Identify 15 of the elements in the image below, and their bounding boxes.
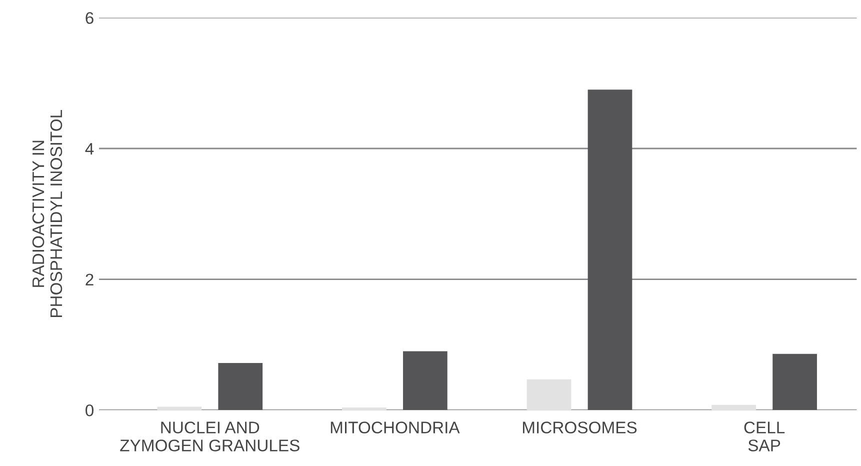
x-tick-label: MITOCHONDRIA [330,422,460,434]
y-tick-label: 4 [85,143,94,155]
x-tick-label: NUCLEI AND ZYMOGEN GRANULES [120,422,300,452]
x-tick-label: MICROSOMES [522,422,637,434]
bar [772,354,817,410]
y-tick-label: 0 [86,404,94,416]
bar [218,362,263,410]
y-tick-label: 2 [86,274,94,286]
x-tick-label: CELL SAP [744,422,785,452]
y-axis-title: RADIOACTIVITY IN PHOSPHATIDYL INOSITOL [32,110,62,318]
bar [526,379,572,410]
bar [403,351,448,410]
bar [712,404,756,410]
bar [588,90,632,410]
y-tick-label: 6 [86,12,94,24]
